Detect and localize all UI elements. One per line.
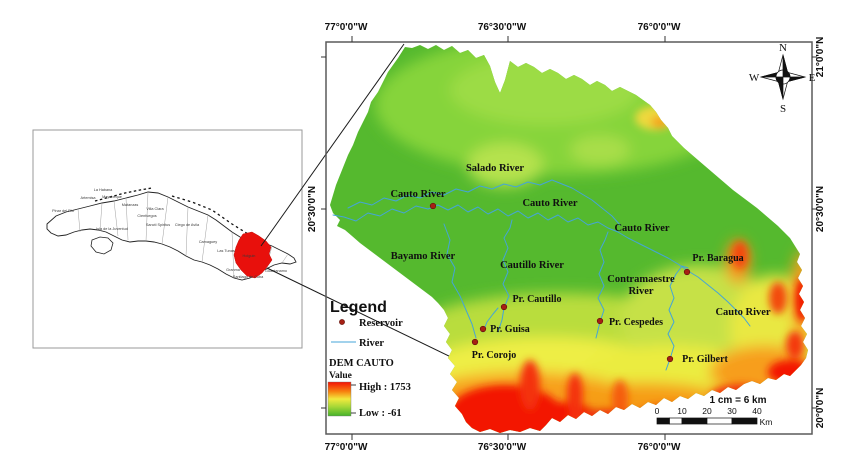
legend-dem-title: DEM CAUTO	[329, 358, 394, 369]
cauto-river-label: Cauto River	[715, 307, 770, 318]
cauto-river-label: Cauto River	[390, 189, 445, 200]
legend-high-label: High : 1753	[359, 382, 411, 393]
legend-low-label: Low : -61	[359, 408, 402, 419]
bayamo-river-line	[443, 223, 477, 339]
scale-ratio-text: 1 cm = 6 km	[710, 395, 767, 406]
bayamo-river-label: Bayamo River	[391, 251, 456, 262]
cespedes-label: Pr. Cespedes	[609, 317, 663, 328]
river-labels: Salado River Cauto River Cauto River Cau…	[390, 163, 770, 318]
scale-tick-label: 10	[677, 406, 687, 416]
inset-map: Pinar del Rio Artemisa La Habana Mayabeq…	[32, 129, 303, 349]
lon-label-top-77: 77°0'0"W	[325, 22, 368, 33]
gilbert-label: Pr. Gilbert	[682, 354, 728, 365]
scale-bar: 1 cm = 6 km 0 10 20 30 40 Km	[655, 395, 773, 427]
province-label: Cienfuegos	[137, 214, 156, 218]
north-arrow: N S E W	[749, 42, 816, 115]
legend-color-ramp	[327, 381, 352, 417]
scale-tick-label: 0	[655, 406, 660, 416]
province-label: La Habana	[94, 188, 113, 192]
reservoir-dot	[479, 325, 487, 333]
scale-tick-label: 30	[727, 406, 737, 416]
lon-label-top-7630: 76°30'0"W	[478, 22, 527, 33]
compass-n-label: N	[779, 42, 787, 54]
salado-river-label: Salado River	[466, 163, 524, 174]
reservoir-labels: Pr. Baragua Pr. Cautillo Pr. Guisa Pr. C…	[472, 253, 744, 365]
lon-label-bottom-77: 77°0'0"W	[325, 442, 368, 453]
province-label: Guantanamo	[265, 269, 287, 273]
connector-line-top	[260, 43, 405, 247]
scale-tick-label: 20	[702, 406, 712, 416]
lat-label-right-2030: 20°30'0"N	[815, 186, 826, 232]
lat-label-left-2030: 20°30'0"N	[307, 186, 318, 232]
province-boundaries	[77, 191, 289, 279]
cautillo-river-label: Cautillo River	[500, 260, 564, 271]
cautillo-reservoir-label: Pr. Cautillo	[512, 294, 561, 305]
legend: Legend Reservoir River DEM CAUTO Value H…	[327, 299, 411, 419]
reservoir-dot	[471, 338, 479, 346]
legend-value-label: Value	[329, 371, 352, 381]
north-coast-cays	[94, 187, 249, 235]
scale-tick-label: 40	[752, 406, 762, 416]
province-label: Granma	[226, 268, 241, 272]
lat-label-right-21: 21°0'0"N	[815, 37, 826, 78]
corojo-label: Pr. Corojo	[472, 350, 516, 361]
baragua-label: Pr. Baragua	[692, 253, 743, 264]
province-label: Sancti Spiritus	[146, 223, 170, 227]
cuba-outline	[46, 191, 297, 281]
reservoir-points	[429, 202, 691, 363]
contramaestre-river-label-line2: River	[628, 286, 653, 297]
lat-label-right-20: 20°0'0"N	[815, 388, 826, 429]
compass-e-label: E	[809, 72, 816, 84]
reservoir-dot	[500, 303, 508, 311]
cautillo-river-line	[497, 219, 513, 333]
reservoir-dot	[596, 317, 604, 325]
legend-reservoir-label: Reservoir	[359, 318, 403, 329]
province-label: Santiago de Cuba	[233, 275, 264, 279]
legend-reservoir-icon	[339, 319, 345, 325]
contramaestre-river-label-line1: Contramaestre	[607, 274, 675, 285]
contramaestre-river-line	[595, 231, 609, 339]
east-tributary-line	[665, 265, 689, 371]
province-label: Ciego de Avila	[175, 223, 200, 227]
province-label: Camaguey	[199, 240, 217, 244]
province-label: Mayabeque	[102, 195, 122, 199]
scale-unit-label: Km	[760, 417, 773, 427]
graticule-ticks	[321, 36, 817, 440]
province-label: Las Tunas	[217, 249, 235, 253]
lon-label-bottom-76: 76°0'0"W	[638, 442, 681, 453]
province-label: Matanzas	[122, 203, 139, 207]
province-labels: Pinar del Rio Artemisa La Habana Mayabeq…	[52, 188, 287, 279]
cauto-river-label: Cauto River	[614, 223, 669, 234]
reservoir-dot	[429, 202, 437, 210]
lon-label-top-76: 76°0'0"W	[638, 22, 681, 33]
province-label: Isla de la Juventud	[96, 227, 128, 231]
cauto-river-label: Cauto River	[522, 198, 577, 209]
isla-juventud-outline	[90, 236, 114, 255]
compass-s-label: S	[780, 103, 786, 115]
province-label: Artemisa	[81, 196, 97, 200]
legend-title: Legend	[330, 299, 387, 316]
scale-bar-segments	[656, 417, 758, 425]
compass-w-label: W	[749, 72, 760, 84]
province-label: Pinar del Rio	[52, 209, 74, 213]
salado-river-line	[347, 179, 621, 226]
lon-label-bottom-7630: 76°30'0"W	[478, 442, 527, 453]
province-label: Villa Clara	[146, 207, 164, 211]
guisa-label: Pr. Guisa	[490, 324, 530, 335]
province-label: Holguin	[243, 254, 256, 258]
reservoir-dot	[683, 268, 691, 276]
graticule: 77°0'0"W 76°30'0"W 76°0'0"W 77°0'0"W 76°…	[307, 22, 826, 453]
reservoir-dot	[666, 355, 674, 363]
legend-river-label: River	[359, 338, 384, 349]
map-frame	[325, 41, 813, 435]
